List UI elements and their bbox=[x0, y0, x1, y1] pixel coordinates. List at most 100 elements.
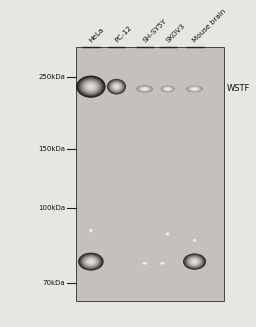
Ellipse shape bbox=[90, 230, 92, 231]
Ellipse shape bbox=[144, 263, 145, 264]
Ellipse shape bbox=[166, 232, 169, 235]
Ellipse shape bbox=[191, 88, 198, 90]
Ellipse shape bbox=[80, 78, 102, 95]
Ellipse shape bbox=[194, 239, 196, 241]
Ellipse shape bbox=[77, 76, 105, 97]
Ellipse shape bbox=[137, 86, 153, 92]
Ellipse shape bbox=[90, 229, 92, 232]
Ellipse shape bbox=[141, 88, 148, 90]
Ellipse shape bbox=[87, 259, 95, 264]
Ellipse shape bbox=[89, 229, 92, 232]
Ellipse shape bbox=[90, 230, 91, 231]
Ellipse shape bbox=[167, 233, 168, 234]
Ellipse shape bbox=[114, 85, 119, 89]
Ellipse shape bbox=[161, 263, 164, 264]
Ellipse shape bbox=[90, 230, 92, 232]
Ellipse shape bbox=[84, 82, 98, 92]
Ellipse shape bbox=[114, 84, 119, 89]
Ellipse shape bbox=[83, 80, 99, 93]
Ellipse shape bbox=[141, 261, 149, 265]
Ellipse shape bbox=[140, 87, 150, 91]
Ellipse shape bbox=[186, 86, 203, 92]
Ellipse shape bbox=[167, 233, 169, 235]
Ellipse shape bbox=[143, 263, 146, 264]
Ellipse shape bbox=[191, 259, 198, 264]
Ellipse shape bbox=[160, 262, 165, 265]
Ellipse shape bbox=[143, 88, 146, 90]
Ellipse shape bbox=[193, 88, 197, 90]
Ellipse shape bbox=[141, 87, 149, 91]
Ellipse shape bbox=[115, 85, 118, 88]
Ellipse shape bbox=[193, 239, 196, 241]
Ellipse shape bbox=[159, 262, 166, 265]
Ellipse shape bbox=[89, 260, 93, 263]
Ellipse shape bbox=[165, 88, 170, 90]
Ellipse shape bbox=[193, 239, 196, 242]
Ellipse shape bbox=[86, 83, 96, 91]
Ellipse shape bbox=[141, 87, 148, 91]
Text: 100kDa: 100kDa bbox=[38, 205, 65, 211]
Ellipse shape bbox=[166, 88, 169, 90]
Ellipse shape bbox=[192, 88, 197, 90]
Ellipse shape bbox=[87, 84, 94, 90]
Ellipse shape bbox=[162, 263, 163, 264]
Ellipse shape bbox=[90, 261, 92, 263]
Ellipse shape bbox=[188, 257, 201, 266]
Ellipse shape bbox=[107, 79, 126, 94]
Ellipse shape bbox=[111, 82, 122, 91]
Ellipse shape bbox=[142, 262, 147, 265]
Ellipse shape bbox=[142, 262, 147, 265]
Ellipse shape bbox=[194, 239, 196, 241]
Text: Mouse brain: Mouse brain bbox=[191, 8, 227, 43]
Ellipse shape bbox=[188, 87, 201, 91]
Ellipse shape bbox=[187, 86, 202, 92]
Ellipse shape bbox=[89, 229, 93, 232]
Ellipse shape bbox=[78, 77, 103, 96]
Ellipse shape bbox=[167, 233, 168, 234]
Ellipse shape bbox=[166, 88, 169, 90]
Ellipse shape bbox=[141, 262, 148, 265]
Ellipse shape bbox=[82, 256, 99, 267]
Ellipse shape bbox=[88, 259, 94, 264]
Ellipse shape bbox=[166, 232, 169, 235]
Ellipse shape bbox=[193, 239, 196, 242]
Ellipse shape bbox=[194, 240, 195, 241]
Ellipse shape bbox=[141, 262, 148, 265]
Ellipse shape bbox=[89, 228, 93, 233]
Ellipse shape bbox=[161, 86, 174, 92]
Ellipse shape bbox=[76, 76, 105, 98]
Ellipse shape bbox=[192, 260, 197, 264]
Ellipse shape bbox=[142, 262, 147, 265]
Ellipse shape bbox=[191, 88, 198, 90]
Ellipse shape bbox=[194, 240, 195, 241]
Ellipse shape bbox=[81, 79, 100, 94]
Ellipse shape bbox=[190, 87, 199, 91]
Ellipse shape bbox=[85, 258, 97, 266]
Ellipse shape bbox=[86, 258, 95, 265]
Ellipse shape bbox=[110, 81, 123, 92]
Ellipse shape bbox=[160, 262, 165, 264]
Ellipse shape bbox=[115, 86, 118, 87]
Ellipse shape bbox=[194, 240, 195, 241]
Ellipse shape bbox=[190, 258, 199, 265]
Text: 70kDa: 70kDa bbox=[43, 280, 65, 286]
Ellipse shape bbox=[164, 87, 172, 91]
Ellipse shape bbox=[162, 86, 174, 92]
Ellipse shape bbox=[108, 79, 125, 94]
Text: 250kDa: 250kDa bbox=[38, 74, 65, 80]
Ellipse shape bbox=[108, 80, 125, 93]
Ellipse shape bbox=[142, 262, 148, 265]
Ellipse shape bbox=[189, 87, 200, 91]
Ellipse shape bbox=[187, 256, 202, 267]
Ellipse shape bbox=[187, 86, 202, 92]
Ellipse shape bbox=[162, 263, 163, 264]
Ellipse shape bbox=[167, 233, 168, 234]
Text: HeLa: HeLa bbox=[88, 26, 105, 43]
Ellipse shape bbox=[162, 87, 173, 91]
Ellipse shape bbox=[194, 261, 195, 262]
Text: WSTF: WSTF bbox=[227, 84, 250, 94]
Ellipse shape bbox=[86, 258, 96, 265]
Ellipse shape bbox=[183, 253, 206, 270]
Ellipse shape bbox=[87, 83, 95, 90]
Ellipse shape bbox=[82, 80, 100, 93]
